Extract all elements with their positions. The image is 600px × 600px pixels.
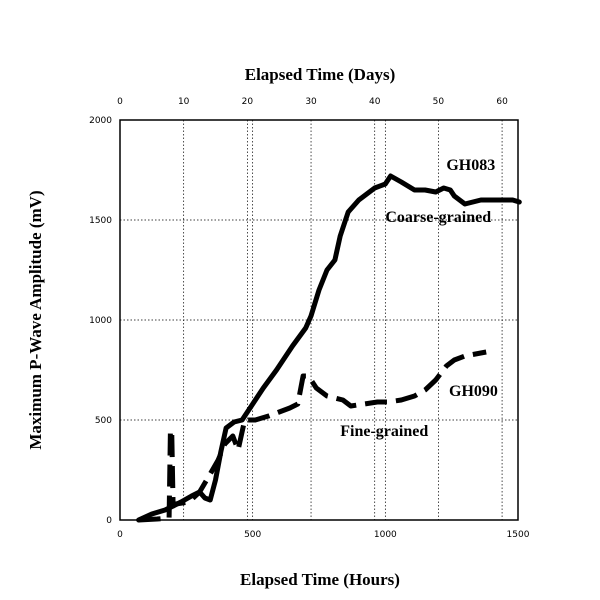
annotations: GH083 Coarse-grained GH090 Fine-grained [340,157,498,440]
x2-tick-label: 60 [496,97,508,107]
y-axis-title: Maximum P-Wave Amplitude (mV) [26,190,45,449]
series-layer [136,173,522,523]
y-tick-label: 1000 [89,316,112,326]
annotation-label: GH090 [449,383,498,400]
x2-tick-label: 30 [305,97,317,107]
y-tick-label: 1500 [89,216,112,226]
top-axis-title: Elapsed Time (Days) [245,65,396,84]
y-tick-label: 500 [95,416,112,426]
x2-tick-label: 0 [117,97,123,107]
series-line-gh090 [138,349,487,523]
x-tick-label: 1500 [507,530,530,540]
axis-ticks: 0 500 1000 1500 2000 0 500 1000 1500 0 10 20 30 40 50 6… [89,97,530,540]
x2-tick-label: 40 [369,97,381,107]
x-tick-label: 0 [117,530,123,540]
x2-tick-label: 10 [178,97,190,107]
annotation-label: Coarse-grained [385,209,491,226]
x-tick-label: 500 [244,530,261,540]
bottom-axis-title: Elapsed Time (Hours) [240,570,400,589]
x2-tick-label: 50 [433,97,445,107]
y-tick-label: 0 [106,516,112,526]
series-line-gh083 [136,173,522,523]
annotation-label: GH083 [446,157,495,174]
grid-lines [120,120,518,520]
plot-frame [119,119,519,521]
y-tick-label: 2000 [89,116,112,126]
x-tick-label: 1000 [374,530,397,540]
annotation-label: Fine-grained [340,423,428,440]
x2-tick-label: 20 [242,97,254,107]
